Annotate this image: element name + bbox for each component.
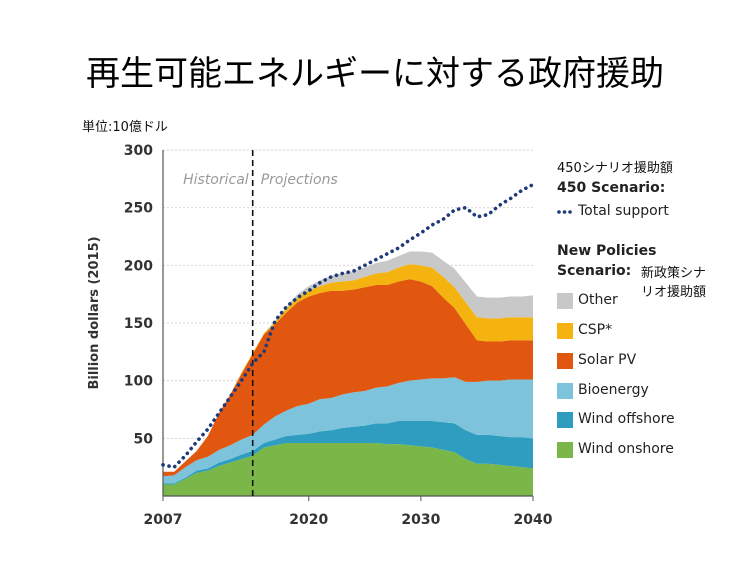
unit-label: 単位:10億ドル (82, 120, 168, 135)
legend-swatch-solar-pv (557, 353, 573, 369)
legend-new-policies-heading-1: New Policies (557, 243, 657, 259)
x-tick-label-2020: 2020 (289, 512, 328, 528)
legend-new-policies-heading-2: Scenario: (557, 263, 632, 279)
legend-new-policies-jp-2: リオ援助額 (641, 285, 707, 300)
legend-swatch-wind-onshore (557, 442, 573, 458)
area-solar-pv (163, 279, 533, 477)
x-tick-label-2030: 2030 (401, 512, 440, 528)
y-axis-title: Billion dollars (2015) (87, 236, 102, 389)
legend-label-bioenergy: Bioenergy (578, 382, 649, 398)
legend-450-heading: 450 Scenario: (557, 180, 666, 196)
area-wind-onshore (163, 442, 533, 496)
legend-label-wind-offshore: Wind offshore (578, 411, 675, 427)
legend-label-solar-pv: Solar PV (578, 352, 637, 368)
y-tick-label-250: 250 (124, 201, 153, 217)
label-projections: Projections (261, 172, 338, 188)
legend-new-policies-jp-1: 新政策シナ (641, 266, 707, 281)
label-historical: Historical (183, 172, 249, 188)
area-wind-offshore (163, 421, 533, 485)
legend-label-other: Other (578, 292, 618, 308)
y-tick-label-50: 50 (134, 431, 154, 447)
legend-450-jp: 450シナリオ援助額 (557, 161, 673, 176)
y-tick-label-100: 100 (124, 374, 153, 390)
y-tick-label-150: 150 (124, 316, 153, 332)
legend-swatch-other (557, 293, 573, 309)
legend-dotted-line-icon (557, 210, 572, 214)
legend-swatch-bioenergy (557, 383, 573, 399)
legend-label-csp: CSP* (578, 322, 613, 338)
legend-label-wind-onshore: Wind onshore (578, 441, 674, 457)
x-tick-label-2040: 2040 (514, 512, 553, 528)
chart-title: 再生可能エネルギーに対する政府援助 (86, 54, 664, 94)
area-bioenergy (163, 377, 533, 484)
legend-swatch-csp (557, 323, 573, 339)
line-total-support (161, 182, 535, 470)
x-tick-label-2007: 2007 (144, 512, 183, 528)
legend-total-support: Total support (578, 203, 669, 219)
legend-swatch-wind-offshore (557, 412, 573, 428)
y-tick-label-200: 200 (124, 258, 153, 274)
y-tick-label-300: 300 (124, 143, 153, 159)
